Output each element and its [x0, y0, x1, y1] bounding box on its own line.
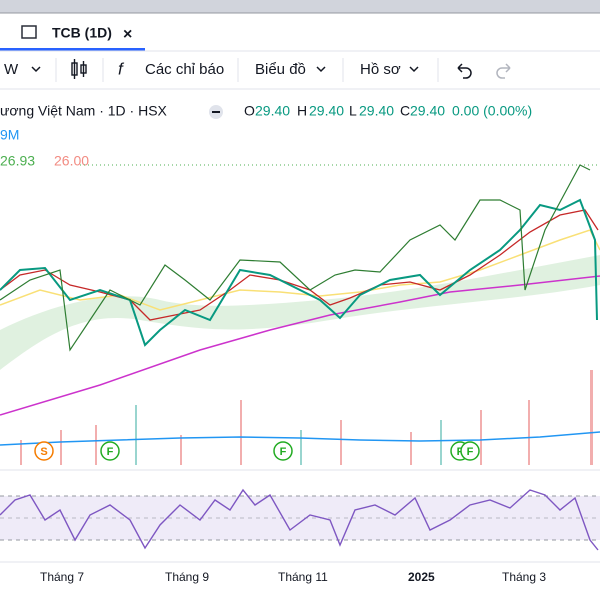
event[interactable]: S	[40, 446, 47, 458]
chevron	[316, 66, 326, 73]
h-value: 29.40	[309, 103, 344, 119]
top-bar	[0, 0, 600, 13]
price	[0, 198, 598, 347]
lagging-span	[0, 164, 591, 352]
tab[interactable]: TCB (1D) ×	[0, 25, 145, 51]
rsi-line	[0, 488, 599, 551]
x-label: Tháng 7	[40, 570, 84, 584]
undo[interactable]	[457, 63, 472, 79]
x-label: Tháng 11	[278, 570, 328, 584]
o-value: 29.40	[255, 103, 290, 119]
o-label: O	[244, 103, 255, 119]
change: 0.00 (0.00%)	[452, 103, 532, 119]
indicator-1: 26.93	[0, 153, 35, 169]
candle-icon[interactable]	[71, 59, 87, 79]
chevron	[31, 66, 41, 73]
tab-close[interactable]: ×	[123, 26, 132, 43]
x-label: 2025	[408, 570, 435, 584]
x-label: Tháng 3	[502, 570, 546, 584]
l-label: L	[349, 103, 357, 119]
volume-value: 9M	[0, 127, 19, 143]
indicators[interactable]: Các chỉ báo	[145, 61, 224, 78]
chart-type[interactable]: Biểu đồ	[255, 61, 306, 78]
chevron	[409, 66, 419, 73]
ma-long	[0, 275, 600, 416]
cloud	[0, 255, 600, 370]
event-markers: S F F F F	[34, 441, 480, 461]
volume-bars	[20, 370, 593, 465]
fx-icon: f	[118, 59, 125, 78]
h-label: H	[297, 103, 307, 119]
event[interactable]: F	[280, 446, 287, 458]
l-value: 29.40	[359, 103, 394, 119]
event[interactable]: F	[457, 446, 464, 458]
event[interactable]: F	[107, 446, 114, 458]
tab-underline	[0, 48, 145, 51]
symbol: ương Việt Nam · 1D · HSX	[0, 103, 168, 119]
tab-icon	[21, 25, 37, 39]
ma-mid	[0, 229, 600, 311]
volume-ma	[0, 431, 600, 446]
profile[interactable]: Hồ sơ	[360, 61, 401, 78]
interval[interactable]: W	[4, 61, 19, 78]
status-dash	[212, 111, 220, 113]
x-label: Tháng 9	[165, 570, 209, 584]
tab-title: TCB (1D)	[52, 25, 112, 41]
indicator-2: 26.00	[54, 153, 89, 169]
redo[interactable]	[496, 63, 511, 79]
c-value: 29.40	[410, 103, 445, 119]
c-label: C	[400, 103, 410, 119]
event[interactable]: F	[467, 446, 474, 458]
